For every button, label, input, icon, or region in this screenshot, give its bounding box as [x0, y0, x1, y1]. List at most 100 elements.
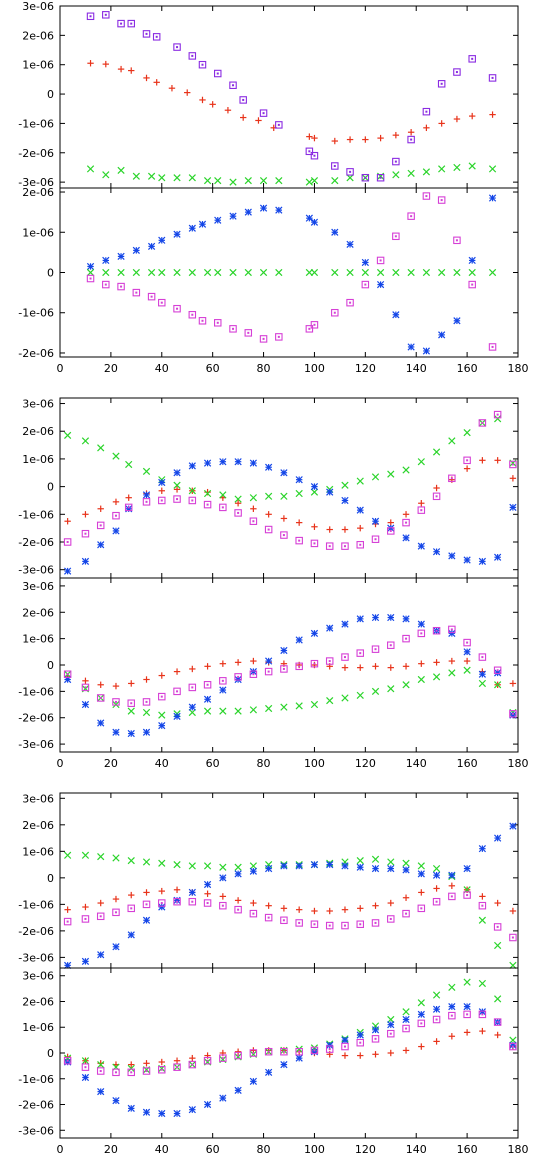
x-tick-label: 20 — [104, 1143, 118, 1155]
data-point — [347, 169, 353, 175]
data-point — [464, 1029, 470, 1035]
y-tick-label: 1e-06 — [22, 226, 54, 239]
y-tick-label: -2e-06 — [18, 536, 54, 549]
data-point — [143, 889, 149, 895]
data-point — [143, 917, 149, 923]
data-point — [143, 1060, 149, 1066]
data-point — [469, 56, 475, 62]
x-tick-label: 0 — [57, 362, 64, 375]
data-point — [265, 511, 271, 517]
data-point — [64, 518, 70, 524]
data-point — [449, 630, 455, 636]
data-point — [433, 1038, 439, 1044]
y-tick-label: -2e-06 — [18, 147, 54, 160]
data-point — [204, 881, 210, 887]
data-point — [418, 630, 424, 636]
data-point — [276, 122, 282, 128]
data-point — [418, 905, 424, 911]
data-point — [362, 259, 368, 265]
data-point — [403, 616, 409, 622]
data-point — [418, 871, 424, 877]
x-tick-label: 20 — [104, 362, 118, 375]
data-point — [388, 614, 394, 620]
data-point — [372, 902, 378, 908]
plot-frame — [60, 188, 518, 357]
data-point — [494, 835, 500, 841]
data-point — [433, 493, 439, 499]
data-point — [296, 476, 302, 482]
data-point — [215, 320, 221, 326]
data-point — [418, 507, 424, 513]
data-point — [357, 650, 363, 656]
data-point — [204, 1101, 210, 1107]
data-point — [418, 621, 424, 627]
y-tick-label: 3e-06 — [22, 398, 54, 411]
y-tick-label: 0 — [47, 659, 54, 672]
data-point — [438, 197, 444, 203]
data-point — [265, 658, 271, 664]
data-point — [433, 674, 439, 680]
data-point — [199, 221, 205, 227]
data-point — [372, 1036, 378, 1042]
data-point — [220, 1095, 226, 1101]
data-point — [220, 458, 226, 464]
data-point — [327, 489, 333, 495]
data-point — [98, 900, 104, 906]
data-point — [372, 474, 378, 480]
data-point — [489, 111, 495, 117]
data-point — [464, 979, 470, 985]
data-point — [332, 229, 338, 235]
data-point — [199, 62, 205, 68]
x-tick-label: 40 — [155, 757, 169, 770]
data-point — [82, 511, 88, 517]
y-tick-label: 3e-06 — [22, 792, 54, 805]
series-green_x — [64, 979, 516, 1073]
y-tick-label: 2e-06 — [22, 425, 54, 438]
data-point — [342, 543, 348, 549]
data-point — [113, 896, 119, 902]
data-point — [148, 293, 154, 299]
data-point — [159, 860, 165, 866]
data-point — [204, 663, 210, 669]
data-point — [189, 863, 195, 869]
data-point — [204, 696, 210, 702]
data-point — [296, 863, 302, 869]
data-point — [235, 864, 241, 870]
y-tick-label: 1e-06 — [22, 59, 54, 72]
data-point — [281, 1061, 287, 1067]
data-point — [169, 85, 175, 91]
data-point — [189, 463, 195, 469]
data-point — [479, 893, 485, 899]
data-point — [159, 299, 165, 305]
data-point — [418, 1020, 424, 1026]
data-point — [423, 169, 429, 175]
data-point — [342, 1052, 348, 1058]
data-point — [377, 257, 383, 263]
data-point — [98, 445, 104, 451]
data-point — [98, 542, 104, 548]
data-point — [433, 485, 439, 491]
data-point — [464, 429, 470, 435]
data-point — [494, 416, 500, 422]
data-point — [479, 845, 485, 851]
series-blue_star — [87, 195, 495, 354]
data-point — [260, 336, 266, 342]
data-point — [143, 468, 149, 474]
data-point — [235, 458, 241, 464]
data-point — [464, 649, 470, 655]
data-point — [403, 860, 409, 866]
data-point — [143, 499, 149, 505]
data-point — [449, 872, 455, 878]
data-point — [296, 920, 302, 926]
data-point — [143, 729, 149, 735]
data-point — [128, 905, 134, 911]
data-point — [189, 225, 195, 231]
data-point — [403, 1047, 409, 1053]
data-point — [250, 910, 256, 916]
data-point — [98, 720, 104, 726]
data-point — [159, 1110, 165, 1116]
data-point — [433, 1006, 439, 1012]
data-point — [103, 61, 109, 67]
data-point — [357, 692, 363, 698]
data-point — [342, 482, 348, 488]
